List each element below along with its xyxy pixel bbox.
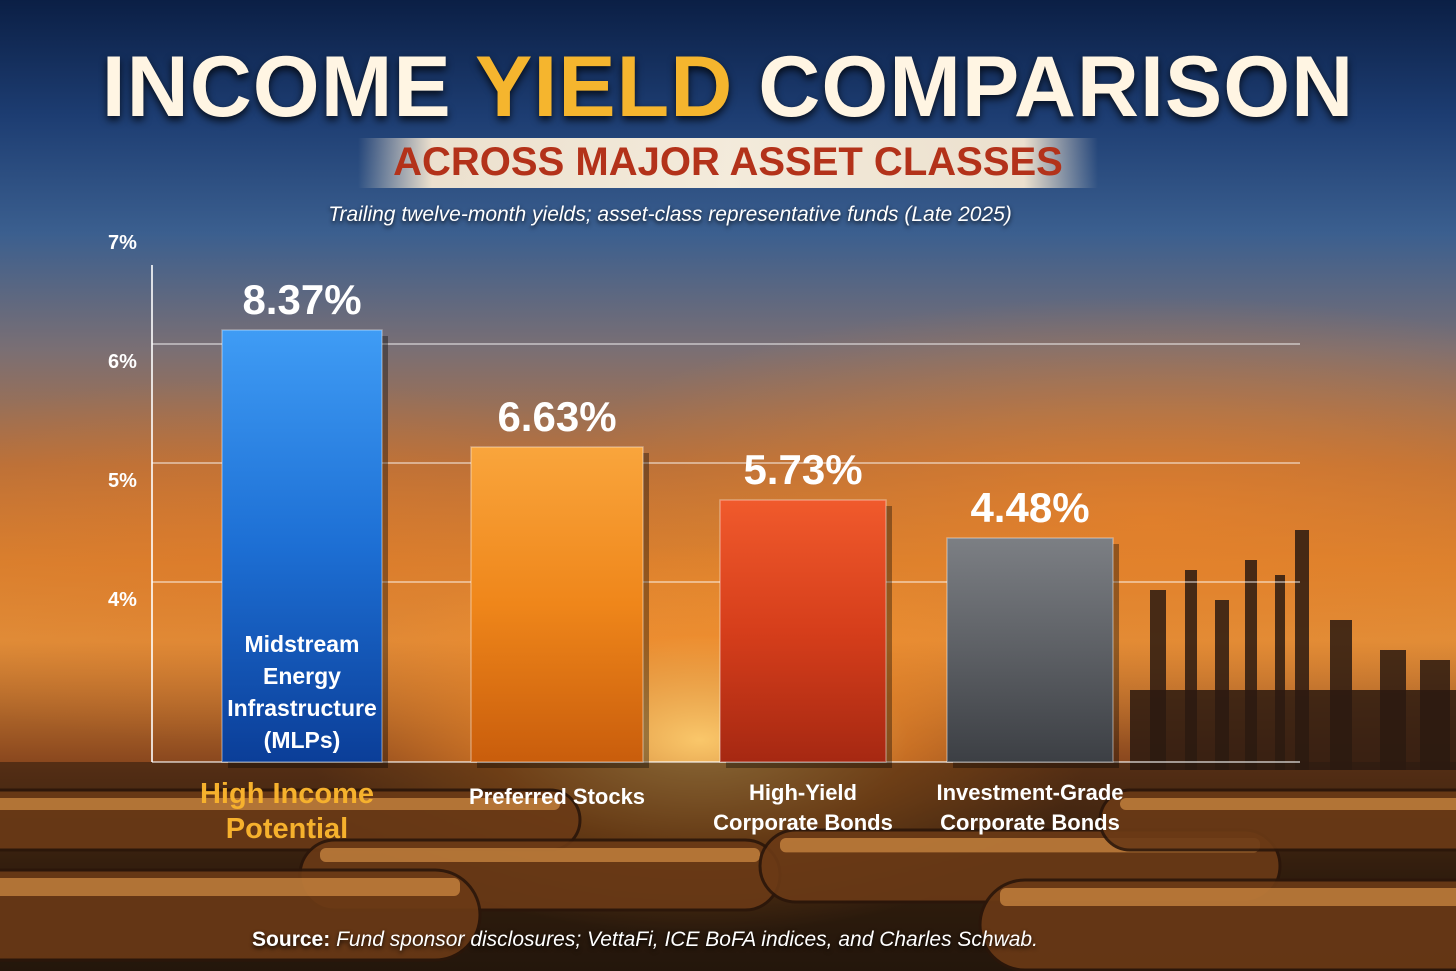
source-note: Source: Fund sponsor disclosures; VettaF… — [0, 928, 1290, 952]
refinery-tower — [1275, 575, 1285, 770]
y-tick-label: 4% — [108, 589, 137, 611]
pipeline-highlight — [0, 878, 460, 896]
value-label: 6.63% — [497, 393, 616, 440]
subtitle-banner — [358, 138, 1098, 188]
pipeline-highlight — [0, 798, 560, 810]
category-label-line: Corporate Bonds — [940, 810, 1120, 835]
refinery-base — [1130, 690, 1456, 770]
source-text: Fund sponsor disclosures; VettaFi, ICE B… — [330, 928, 1038, 951]
bar — [719, 499, 887, 763]
bars — [221, 329, 1119, 768]
value-label: 5.73% — [743, 446, 862, 493]
chart-note: Trailing twelve-month yields; asset-clas… — [328, 203, 1012, 226]
category-label-line: Energy — [263, 663, 341, 689]
pipeline-highlight — [320, 848, 760, 862]
category-label-line: High-Yield — [749, 780, 857, 805]
value-label: 8.37% — [242, 276, 361, 323]
title-part-1: INCOME — [101, 39, 476, 135]
category-label-line: Investment-Grade — [936, 780, 1123, 805]
title-part-2: COMPARISON — [733, 39, 1355, 135]
y-tick-label: 7% — [108, 232, 137, 254]
high-income-tag: High Income — [200, 778, 374, 810]
category-label-line: Infrastructure — [227, 695, 377, 721]
bar-labels: 8.37% 6.63% 5.73% 4.48% — [242, 276, 1089, 531]
bar — [946, 537, 1114, 763]
pipeline-highlight — [1120, 798, 1456, 810]
background-scene — [0, 530, 1456, 971]
category-label-line: Midstream — [244, 631, 359, 657]
chart-subtitle: ACROSS MAJOR ASSET CLASSES — [393, 140, 1063, 184]
category-label-line: Corporate Bonds — [713, 810, 893, 835]
category-label-line: Preferred Stocks — [469, 784, 645, 809]
category-labels: Midstream Energy Infrastructure (MLPs) High … — [200, 631, 1124, 845]
high-income-tag: Potential — [226, 813, 348, 845]
y-tick-label: 6% — [108, 351, 137, 373]
bar — [470, 446, 644, 763]
title-highlight: YIELD — [475, 39, 734, 135]
value-label: 4.48% — [970, 484, 1089, 531]
category-label-line: (MLPs) — [264, 727, 341, 753]
y-tick-label: 5% — [108, 470, 137, 492]
source-label: Source: — [252, 928, 331, 951]
bar — [221, 329, 383, 763]
pipeline-highlight — [1000, 888, 1456, 906]
chart-title: INCOME YIELD COMPARISON — [0, 38, 1456, 137]
